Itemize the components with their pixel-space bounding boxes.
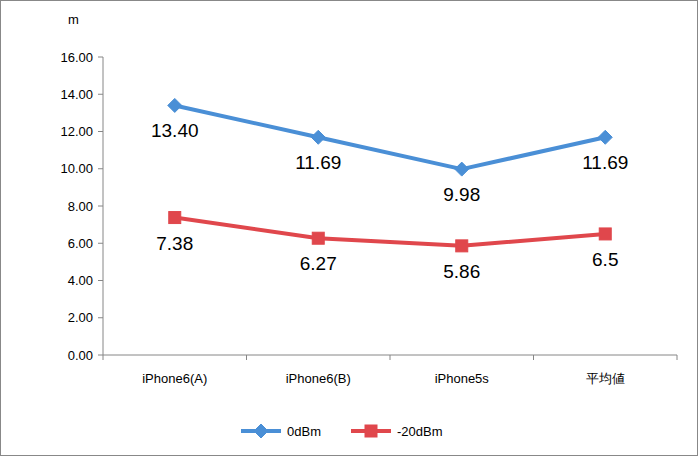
data-label: 6.5 bbox=[592, 249, 618, 270]
marker bbox=[455, 162, 469, 176]
y-tick-label: 16.00 bbox=[60, 50, 93, 65]
marker bbox=[169, 212, 181, 224]
series-line bbox=[175, 105, 606, 169]
x-tick bbox=[390, 355, 391, 360]
y-tick-label: 0.00 bbox=[68, 348, 93, 363]
marker bbox=[312, 232, 324, 244]
y-tick bbox=[98, 131, 103, 132]
y-tick-label: 6.00 bbox=[68, 236, 93, 251]
y-axis bbox=[103, 57, 104, 355]
y-tick-label: 8.00 bbox=[68, 199, 93, 214]
y-tick bbox=[98, 206, 103, 207]
data-label: 9.98 bbox=[443, 184, 480, 205]
data-label: 5.86 bbox=[443, 261, 480, 282]
marker bbox=[311, 130, 325, 144]
marker bbox=[599, 228, 611, 240]
y-tick-label: 4.00 bbox=[68, 273, 93, 288]
chart-frame bbox=[1, 1, 698, 456]
y-tick-label: 2.00 bbox=[68, 310, 93, 325]
legend: 0dBm -20dBm bbox=[241, 424, 443, 439]
y-tick bbox=[98, 243, 103, 244]
data-label: 11.69 bbox=[582, 152, 628, 173]
x-tick bbox=[533, 355, 534, 360]
y-tick-label: 12.00 bbox=[60, 124, 93, 139]
marker bbox=[168, 98, 182, 112]
y-tick-label: 10.00 bbox=[60, 161, 93, 176]
x-tick bbox=[103, 355, 104, 360]
x-tick bbox=[246, 355, 247, 360]
y-tick-label: 14.00 bbox=[60, 87, 93, 102]
plot-area bbox=[168, 98, 613, 251]
x-tick-label: iPhone6(B) bbox=[286, 371, 351, 386]
y-tick bbox=[98, 94, 103, 95]
y-tick bbox=[98, 317, 103, 318]
y-axis-label: m bbox=[68, 12, 79, 27]
y-tick bbox=[98, 168, 103, 169]
data-label: 13.40 bbox=[151, 120, 199, 141]
chart: m 0.00 2.00 4.00 6.00 8.00 10.00 12.00 14.00 16.0… bbox=[0, 0, 698, 456]
x-tick bbox=[677, 355, 678, 360]
legend-label: 0dBm bbox=[287, 424, 321, 439]
x-tick-label: iPhone5s bbox=[435, 371, 490, 386]
data-label: 11.69 bbox=[295, 152, 341, 173]
marker bbox=[254, 424, 268, 438]
x-tick-label: 平均値 bbox=[586, 371, 625, 386]
series-line bbox=[175, 218, 606, 246]
legend-label: -20dBm bbox=[397, 424, 443, 439]
marker bbox=[456, 240, 468, 252]
y-tick bbox=[98, 57, 103, 58]
data-label: 6.27 bbox=[300, 253, 337, 274]
marker bbox=[365, 425, 377, 437]
y-tick bbox=[98, 280, 103, 281]
x-tick-label: iPhone6(A) bbox=[142, 371, 207, 386]
data-label: 7.38 bbox=[156, 233, 193, 254]
y-tick bbox=[98, 355, 103, 356]
marker bbox=[598, 130, 612, 144]
